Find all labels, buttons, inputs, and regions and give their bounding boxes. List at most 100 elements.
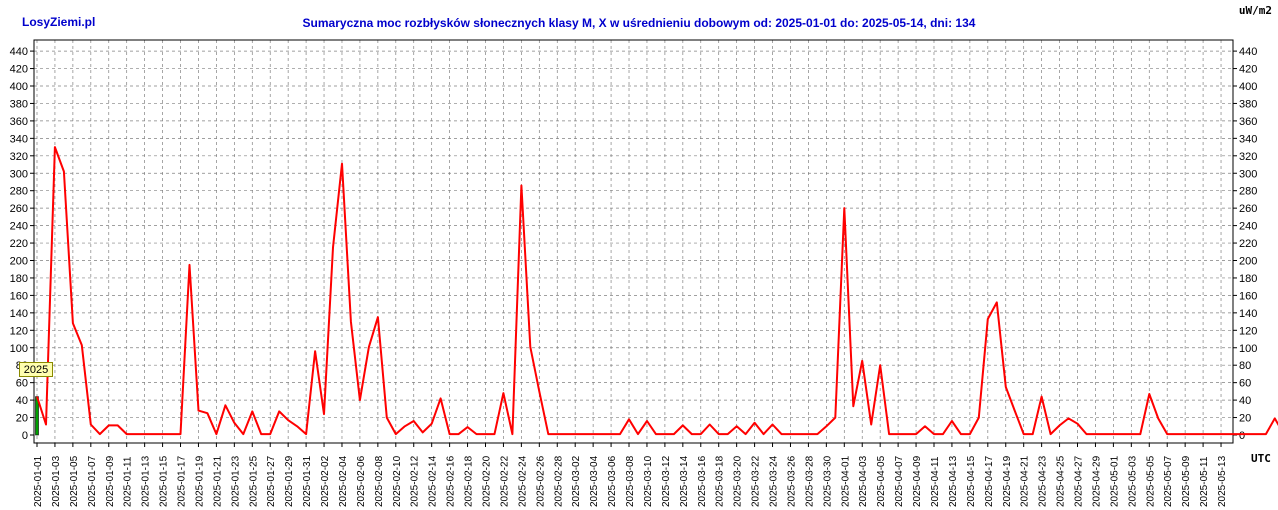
y-tick-label-right: 260 [1239,203,1257,215]
x-tick-label: 2025-03-22 [751,455,762,507]
site-brand[interactable]: LosyZiemi.pl [22,15,96,29]
y-tick-label-left: 260 [10,203,28,215]
x-tick-label: 2025-03-30 [822,455,833,507]
x-tick-label: 2025-02-04 [338,455,349,507]
x-tick-label: 2025-01-17 [177,455,188,507]
y-tick-label-left: 140 [10,308,28,320]
y-tick-label-left: 400 [10,81,28,93]
y-tick-label-right: 200 [1239,256,1257,268]
x-tick-label: 2025-01-03 [51,455,62,507]
x-tick-label: 2025-01-13 [141,455,152,507]
x-tick-label: 2025-04-23 [1038,455,1049,507]
x-axis-label: UTC [1251,452,1271,465]
y-tick-label-right: 280 [1239,186,1257,198]
x-tick-label: 2025-03-26 [786,455,797,507]
y-tick-label-left: 60 [16,378,28,390]
x-tick-label: 2025-04-15 [966,455,977,507]
y-tick-label-left: 320 [10,151,28,163]
x-tick-label: 2025-05-09 [1181,455,1192,507]
y-tick-label-left: 40 [16,395,28,407]
y-tick-label-right: 360 [1239,116,1257,128]
x-tick-label: 2025-01-11 [123,456,134,507]
y-tick-label-right: 180 [1239,273,1257,285]
y-tick-label-left: 100 [10,343,28,355]
x-tick-label: 2025-01-31 [302,455,313,507]
y-tick-label-left: 360 [10,116,28,128]
x-tick-label: 2025-04-03 [858,455,869,507]
y-tick-label-right: 440 [1239,46,1257,58]
x-tick-label: 2025-02-24 [517,455,528,507]
x-tick-label: 2025-03-08 [625,455,636,507]
x-tick-label: 2025-01-21 [212,455,223,507]
x-tick-label: 2025-01-15 [159,455,170,507]
y-tick-label-right: 60 [1239,378,1251,390]
y-tick-label-right: 320 [1239,151,1257,163]
x-tick-label: 2025-01-07 [87,455,98,507]
x-tick-label: 2025-02-14 [428,455,439,507]
x-tick-label: 2025-04-13 [948,455,959,507]
x-tick-label: 2025-05-03 [1127,455,1138,507]
x-tick-label: 2025-05-01 [1109,455,1120,507]
x-tick-label: 2025-05-07 [1163,455,1174,507]
y-tick-label-left: 160 [10,290,28,302]
x-tick-label: 2025-02-18 [464,455,475,507]
x-tick-label: 2025-03-20 [733,455,744,507]
x-tick-label: 2025-04-05 [876,455,887,507]
x-tick-label: 2025-05-13 [1217,455,1228,507]
x-tick-label: 2025-02-12 [410,455,421,507]
x-tick-label: 2025-03-10 [643,455,654,507]
x-tick-label: 2025-02-06 [356,455,367,507]
y-tick-label-right: 240 [1239,221,1257,233]
x-tick-label: 2025-03-18 [715,455,726,507]
x-tick-label: 2025-01-05 [69,455,80,507]
series-layer [35,146,1278,436]
x-tick-label: 2025-04-27 [1074,455,1085,507]
y-tick-label-left: 340 [10,133,28,145]
y-tick-label-right: 80 [1239,360,1251,372]
y-tick-label-left: 180 [10,273,28,285]
y-tick-label-left: 440 [10,46,28,58]
y-tick-label-left: 300 [10,168,28,180]
y-tick-label-right: 120 [1239,325,1257,337]
y-tick-label-left: 20 [16,413,28,425]
x-tick-label: 2025-04-07 [894,455,905,507]
x-tick-label: 2025-04-21 [1020,455,1031,507]
x-tick-label: 2025-02-26 [535,455,546,507]
x-tick-label: 2025-02-02 [320,455,331,507]
x-tick-label: 2025-02-22 [499,455,510,507]
y-tick-label-right: 300 [1239,168,1257,180]
series-line [36,146,1278,436]
x-tick-label: 2025-04-25 [1056,455,1067,507]
y-tick-label-left: 120 [10,325,28,337]
y-tick-label-left: 0 [22,430,28,442]
x-tick-label: 2025-03-24 [769,455,780,507]
y-tick-label-right: 380 [1239,98,1257,110]
x-tick-labels: 2025-01-01 2025-01-03 2025-01-05 2025-01-07… [33,455,1228,507]
y-tick-label-left: 420 [10,64,28,76]
y-tick-label-right: 40 [1239,395,1251,407]
x-tick-label: 2025-03-28 [804,455,815,507]
year-badge: 2025 [19,362,53,377]
x-tick-label: 2025-03-04 [589,455,600,507]
y-tick-label-right: 160 [1239,290,1257,302]
x-tick-label: 2025-03-02 [571,455,582,507]
y-tick-label-left: 240 [10,221,28,233]
x-tick-label: 2025-01-23 [230,455,241,507]
x-tick-label: 2025-03-16 [697,455,708,507]
y-tick-label-left: 220 [10,238,28,250]
y-tick-label-right: 220 [1239,238,1257,250]
y-tick-label-right: 400 [1239,81,1257,93]
x-tick-label: 2025-01-01 [33,455,44,507]
x-tick-label: 2025-01-25 [248,455,259,507]
x-tick-label: 2025-01-29 [284,455,295,507]
x-tick-label: 2025-03-14 [679,455,690,507]
x-tick-label: 2025-03-12 [661,455,672,507]
y-tick-label-left: 380 [10,98,28,110]
x-tick-label: 2025-04-29 [1091,455,1102,507]
x-tick-label: 2025-03-06 [607,455,618,507]
x-tick-label: 2025-01-27 [266,455,277,507]
y-tick-label-right: 140 [1239,308,1257,320]
x-tick-label: 2025-04-17 [984,455,995,507]
y-tick-label-right: 0 [1239,430,1245,442]
